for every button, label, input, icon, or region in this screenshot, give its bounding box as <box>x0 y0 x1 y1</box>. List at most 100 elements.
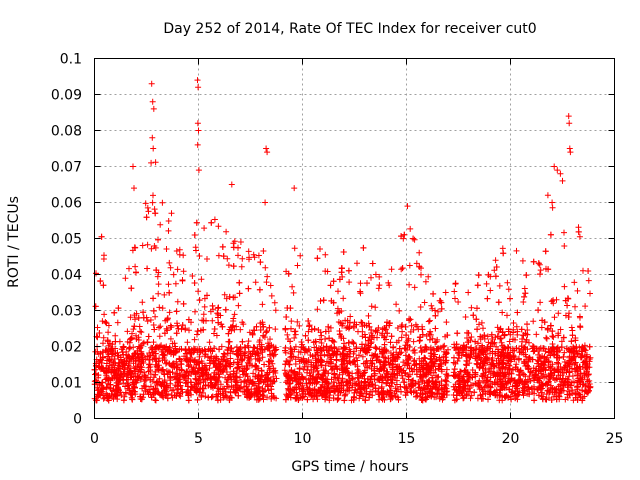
data-point <box>239 255 246 262</box>
data-point <box>174 266 181 273</box>
data-point <box>416 249 423 256</box>
data-point <box>177 360 184 367</box>
data-point <box>432 325 439 332</box>
data-point <box>282 325 289 332</box>
data-point <box>306 323 313 330</box>
data-point <box>159 305 166 312</box>
data-point <box>196 345 203 352</box>
data-point <box>223 228 230 235</box>
data-point <box>103 391 110 397</box>
data-point <box>149 199 156 206</box>
data-point <box>381 341 388 348</box>
data-point <box>162 360 169 367</box>
data-point <box>366 391 373 398</box>
data-point <box>133 332 139 339</box>
data-point <box>520 299 527 305</box>
data-point <box>533 331 540 338</box>
data-point <box>561 283 568 290</box>
data-points <box>91 77 594 404</box>
data-point <box>475 272 482 279</box>
data-point <box>411 284 418 291</box>
data-point <box>422 278 429 285</box>
data-point <box>535 260 542 267</box>
data-point <box>148 245 155 252</box>
data-point <box>191 280 198 286</box>
data-point <box>143 214 150 221</box>
data-point <box>442 289 449 296</box>
data-point <box>455 299 462 305</box>
data-point <box>523 272 530 279</box>
chart-title: Day 252 of 2014, Rate Of TEC Index for r… <box>163 21 536 37</box>
data-point <box>287 305 294 312</box>
data-point <box>468 334 475 340</box>
data-point <box>265 345 272 352</box>
data-point <box>151 243 158 249</box>
data-point <box>314 306 321 313</box>
data-point <box>283 314 290 320</box>
data-point <box>302 332 309 339</box>
data-point <box>570 345 577 352</box>
data-point <box>211 216 218 223</box>
data-point <box>491 267 498 274</box>
data-point <box>236 290 243 297</box>
data-point <box>496 397 503 404</box>
data-point <box>291 245 298 252</box>
data-point <box>409 368 416 375</box>
data-point <box>126 265 132 272</box>
data-point <box>209 302 216 309</box>
data-point <box>465 289 472 296</box>
data-point <box>417 304 424 310</box>
data-point <box>406 281 413 288</box>
data-point <box>201 295 208 302</box>
data-point <box>369 260 376 267</box>
data-point <box>350 339 357 346</box>
data-point <box>498 339 505 346</box>
data-point <box>136 323 143 330</box>
data-point <box>291 335 298 341</box>
data-point <box>292 331 299 338</box>
data-point <box>150 295 157 302</box>
data-point <box>474 282 481 289</box>
data-point <box>186 327 192 334</box>
data-point <box>250 380 257 387</box>
data-point <box>506 386 513 393</box>
data-point <box>498 335 504 342</box>
data-point <box>223 379 230 385</box>
data-point <box>195 288 202 295</box>
data-point <box>230 244 237 251</box>
data-point <box>198 276 205 283</box>
data-point <box>105 329 112 336</box>
data-point <box>336 371 343 378</box>
data-point <box>407 316 414 323</box>
data-point <box>238 263 245 270</box>
data-point <box>555 310 562 317</box>
data-point <box>152 313 159 320</box>
data-point <box>165 227 172 234</box>
data-point <box>267 282 274 289</box>
data-point <box>530 318 537 325</box>
data-point <box>165 218 172 224</box>
data-point <box>398 334 405 341</box>
data-point <box>587 290 593 297</box>
data-point <box>565 314 572 320</box>
data-point <box>161 291 168 298</box>
data-point <box>464 339 471 346</box>
data-point <box>327 324 334 331</box>
data-point <box>154 273 161 280</box>
data-point <box>163 246 170 252</box>
data-point <box>452 295 458 302</box>
data-point <box>282 344 289 351</box>
data-point <box>284 331 291 338</box>
data-point <box>530 258 537 265</box>
data-point <box>138 329 145 336</box>
data-point <box>519 336 526 342</box>
data-point <box>368 274 374 281</box>
data-point <box>234 382 241 389</box>
data-point <box>170 271 177 278</box>
data-point <box>360 244 367 251</box>
data-point <box>426 317 433 324</box>
data-point <box>97 277 104 284</box>
data-point <box>352 361 359 368</box>
data-point <box>410 326 417 333</box>
data-point <box>492 273 499 280</box>
